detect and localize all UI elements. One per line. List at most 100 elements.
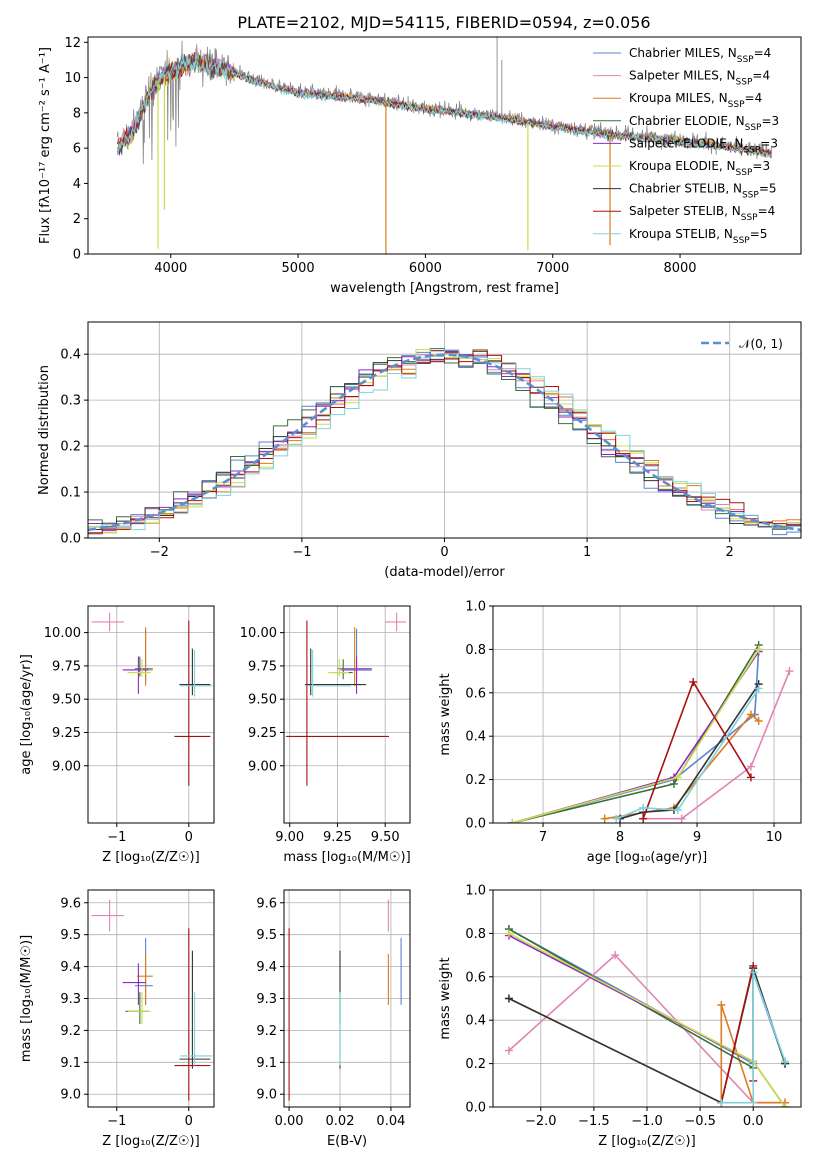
y-tick-label: 8 — [73, 106, 81, 121]
weight-marker — [717, 1098, 726, 1107]
y-tick-label: 0.8 — [465, 643, 486, 658]
weight-marker — [754, 684, 763, 693]
x-tick-label: −1 — [107, 1114, 126, 1129]
legend-subscript: SSP — [741, 213, 758, 223]
x-tick-label: −2 — [150, 545, 169, 560]
spectrum-panel: 4000 5000 6000 7000 8000 0 2 4 6 8 10 12 wavelength … — [38, 36, 802, 296]
x-axis-label: wavelength [Angstrom, rest frame] — [330, 281, 559, 296]
x-tick-label: 1 — [583, 545, 591, 560]
plot-area — [91, 612, 213, 786]
x-tick-label: 0.0 — [743, 1114, 764, 1129]
weight-line-3 — [512, 644, 760, 823]
legend-count: =4 — [745, 91, 763, 105]
plot-area — [285, 612, 407, 786]
weight-marker — [746, 710, 755, 719]
y-tick-label: 9.3 — [60, 992, 81, 1007]
axes-frame — [87, 36, 802, 255]
chart-title: PLATE=2102, MJD=54115, FIBERID=0594, z=0… — [237, 13, 650, 32]
weight-line-8 — [721, 972, 786, 1104]
weight-marker — [754, 645, 763, 654]
y-tick-label: 9.6 — [256, 896, 277, 911]
grid-lines — [284, 890, 410, 1107]
weight-marker — [504, 994, 513, 1003]
y-tick-label: 0.8 — [465, 927, 486, 942]
legend-count: =5 — [750, 227, 768, 241]
weight-marker — [754, 717, 763, 726]
legend-count: =4 — [758, 204, 776, 218]
x-axis-label: age [log₁₀(age/yr)] — [587, 850, 708, 865]
plot-area — [288, 899, 402, 1101]
x-tick-label: 10 — [766, 830, 783, 845]
weight-marker — [673, 805, 682, 814]
x-tick-label: 9.00 — [275, 830, 304, 845]
model-spectrum-6 — [116, 52, 772, 158]
residual-histogram-8 — [88, 349, 801, 538]
y-tick-label: 9.3 — [256, 992, 277, 1007]
y-tick-label: 9.25 — [52, 726, 81, 741]
weight-marker — [717, 1001, 726, 1010]
y-tick-label: 10 — [64, 71, 81, 86]
x-tick-label: 0 — [185, 830, 193, 845]
weight-marker — [639, 814, 648, 823]
axes-frame — [87, 889, 215, 1108]
legend-entry: Salpeter MILES, NSSP=4 — [629, 69, 770, 88]
y-tick-label: 0.0 — [465, 817, 486, 832]
x-tick-label: 2 — [726, 545, 734, 560]
legend-count: =3 — [760, 136, 778, 150]
grid-lines — [493, 889, 801, 1108]
y-axis-label: mass [log₁₀(M/M☉)] — [19, 935, 34, 1062]
x-tick-label: −1 — [107, 830, 126, 845]
model-spectrum-5 — [116, 53, 772, 158]
y-axis-label: Flux [fλ10⁻¹⁷ erg cm⁻² s⁻¹ A⁻¹] — [38, 47, 53, 244]
x-tick-label: 6000 — [409, 261, 442, 276]
legend-subscript: SSP — [733, 236, 750, 246]
y-tick-label: 6 — [73, 142, 81, 157]
x-tick-label: 8 — [616, 830, 624, 845]
legend-entry: Salpeter ELODIE, NSSP=3 — [629, 136, 778, 155]
y-tick-label: 0.2 — [465, 773, 486, 788]
y-tick-label: 0.2 — [465, 1057, 486, 1072]
x-tick-label: 0.02 — [326, 1114, 355, 1129]
y-tick-label: 0 — [73, 248, 81, 263]
y-tick-label: 0.4 — [60, 348, 81, 363]
y-tick-label: 9.50 — [52, 693, 81, 708]
y-tick-label: 0.4 — [465, 730, 486, 745]
plot-area — [116, 37, 773, 254]
legend-subscript: SSP — [742, 191, 759, 201]
legend-count: =3 — [752, 159, 770, 173]
y-tick-label: 10.00 — [240, 626, 277, 641]
plot-area — [88, 348, 801, 538]
y-tick-label: 1.0 — [465, 884, 486, 899]
axes-frame — [87, 605, 215, 824]
y-tick-label: 9.1 — [256, 1056, 277, 1071]
y-tick-label: 9.25 — [248, 726, 277, 741]
legend-entry: Salpeter STELIB, NSSP=4 — [629, 204, 775, 223]
plot-area — [508, 641, 794, 823]
plot-area — [504, 925, 790, 1107]
x-tick-label: 8000 — [663, 261, 696, 276]
y-tick-label: 9.4 — [60, 960, 81, 975]
axes-frame — [87, 321, 802, 539]
legend-subscript: SSP — [737, 55, 754, 65]
legend-entry: Kroupa STELIB, NSSP=5 — [629, 227, 767, 246]
y-tick-label: 9.5 — [60, 928, 81, 943]
y-tick-label: 9.00 — [52, 759, 81, 774]
y-tick-label: 0.6 — [465, 686, 486, 701]
weight-vs-age-panel: 7 8 9 10 0.0 0.2 0.4 0.6 0.8 1.0 age [log₁₀(age/yr… — [438, 600, 802, 865]
legend-subscript: SSP — [736, 168, 753, 178]
legend-count: =4 — [754, 46, 772, 60]
y-tick-label: 0.4 — [465, 1014, 486, 1029]
weight-marker — [785, 667, 794, 676]
weight-line-4 — [512, 651, 760, 823]
legend-subscript: SSP — [728, 100, 745, 110]
x-axis-label: Z [log₁₀(Z/Z☉)] — [598, 1134, 695, 1149]
residuals-panel: −2 −1 0 1 2 0.0 0.1 0.2 0.3 0.4 (data-model)/error… — [37, 321, 802, 580]
y-tick-label: 12 — [64, 36, 81, 51]
mass-vs-extinction-panel: 0.00 0.02 0.04 9.0 9.1 9.2 9.3 9.4 9.5 9.6 E(B-V) — [256, 889, 411, 1149]
y-axis-label: Normed distribution — [37, 365, 52, 495]
x-tick-label: −1 — [292, 545, 311, 560]
axes-frame — [492, 889, 802, 1108]
x-axis-label: mass [log₁₀(M/M☉)] — [283, 850, 410, 865]
x-tick-label: 0 — [440, 545, 448, 560]
